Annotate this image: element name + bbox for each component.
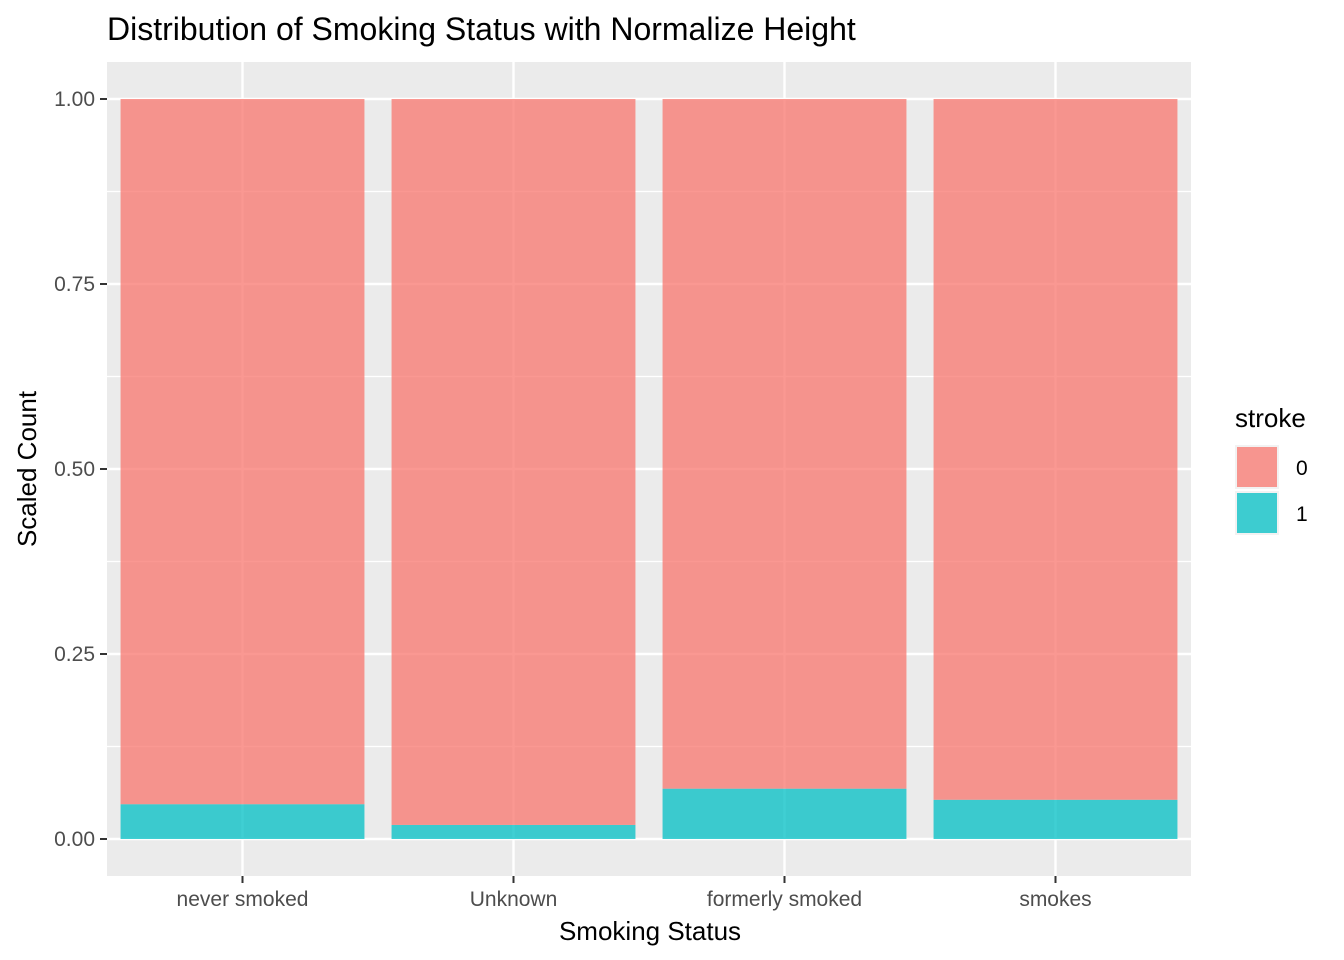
bar-segment-stroke-0 — [662, 99, 907, 789]
bar-segment-stroke-0 — [120, 99, 365, 805]
bar-segment-stroke-1 — [933, 799, 1178, 839]
x-axis: never smoked Unknown formerly smoked smokes — [177, 876, 1092, 911]
legend: stroke 0 1 — [1235, 403, 1308, 535]
y-tick-label: 0.75 — [54, 273, 95, 296]
bar-segment-stroke-1 — [662, 788, 907, 839]
y-tick-label: 0.50 — [54, 458, 95, 481]
x-tick-label: Unknown — [470, 888, 558, 911]
y-tick-label: 0.00 — [54, 828, 95, 851]
legend-key-swatch — [1237, 493, 1277, 533]
legend-label: 0 — [1296, 457, 1308, 480]
x-tick-label: smokes — [1019, 888, 1091, 911]
legend-title: stroke — [1235, 403, 1306, 433]
bar-segment-stroke-0 — [933, 99, 1178, 800]
y-tick-label: 1.00 — [54, 88, 95, 111]
legend-key-swatch — [1237, 447, 1277, 487]
y-axis: 0.00 0.25 0.50 0.75 1.00 — [54, 88, 107, 851]
bars — [120, 99, 1178, 839]
x-tick-label: formerly smoked — [707, 888, 862, 911]
bar-segment-stroke-1 — [120, 804, 365, 839]
x-axis-title: Smoking Status — [559, 916, 741, 946]
y-tick-label: 0.25 — [54, 643, 95, 666]
bar-segment-stroke-0 — [391, 99, 636, 825]
legend-label: 1 — [1296, 503, 1308, 526]
x-tick-label: never smoked — [177, 888, 309, 911]
bar-segment-stroke-1 — [391, 824, 636, 839]
y-axis-title: Scaled Count — [12, 390, 42, 547]
chart-title: Distribution of Smoking Status with Norm… — [107, 11, 856, 47]
